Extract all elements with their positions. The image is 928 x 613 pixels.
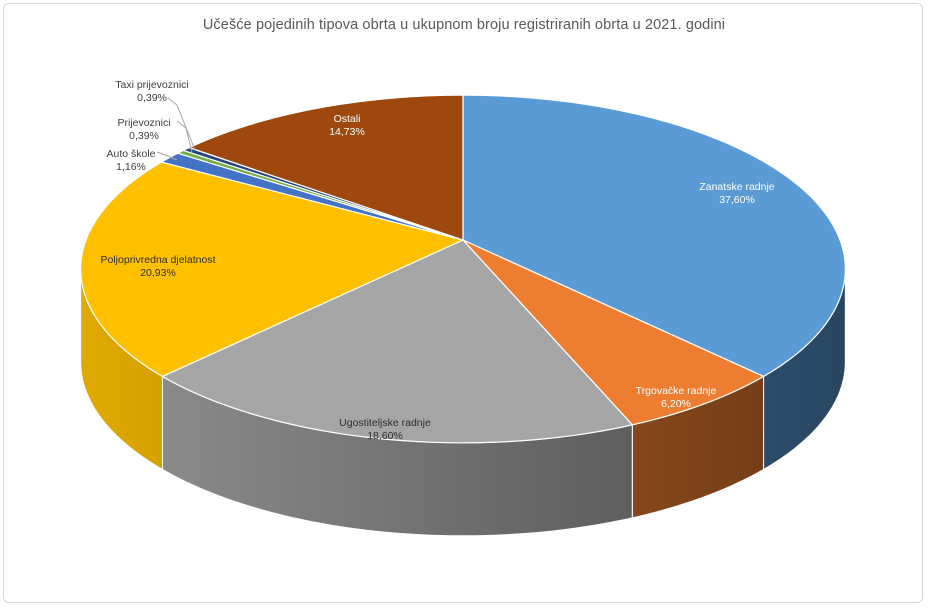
slice-label-poljoprivredna-djelatnost: Poljoprivredna djelatnost 20,93% — [101, 254, 216, 279]
slice-label-taxi-prijevoznici: Taxi prijevoznici 0,39% — [115, 79, 189, 104]
pie-slice-ugostiteljske-radnje — [161, 239, 633, 444]
leader-line-auto-kole — [156, 151, 178, 161]
leader-line-taxi-prijevoznici — [167, 97, 196, 151]
pie-slice-trgova-ke-radnje — [462, 239, 765, 426]
slice-label-zanatske-radnje: Zanatske radnje 37,60% — [699, 181, 774, 206]
slice-label-auto-kole: Auto škole 1,16% — [106, 148, 155, 173]
pie-slice-ostali — [188, 94, 464, 241]
slice-label-ugostiteljske-radnje: Ugostiteljske radnje 18,60% — [339, 417, 431, 442]
pie-slice-zanatske-radnje — [462, 94, 846, 378]
chart-title: Učešće pojedinih tipova obrta u ukupnom … — [202, 17, 726, 33]
pie-top-faces — [80, 94, 846, 444]
slice-label-prijevoznici: Prijevoznici 0,39% — [117, 117, 170, 142]
slice-label-trgova-ke-radnje: Trgovačke radnje 6,20% — [636, 385, 717, 410]
slice-label-ostali: Ostali 14,73% — [329, 113, 365, 138]
pie-data-labels: Zanatske radnje 37,60% Trgovačke radnje 6,2… — [101, 79, 775, 442]
